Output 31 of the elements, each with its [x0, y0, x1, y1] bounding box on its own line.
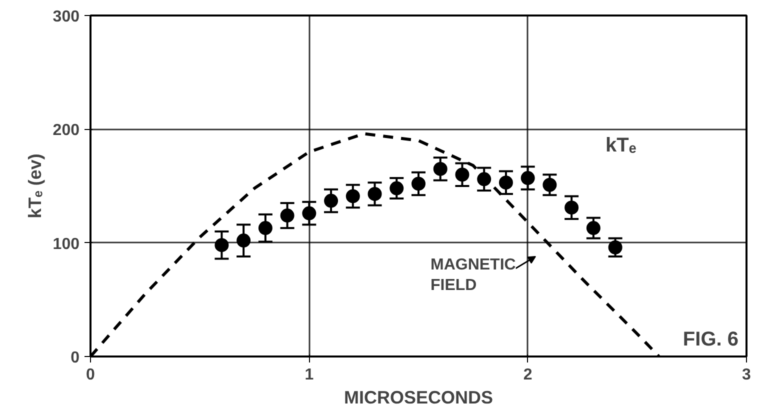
- point: [564, 200, 579, 215]
- annotation: FIG. 6: [682, 328, 739, 350]
- point: [302, 206, 316, 220]
- point: [280, 208, 294, 223]
- point: [258, 221, 272, 236]
- x-tick-label: 1: [304, 366, 314, 384]
- point: [412, 176, 426, 191]
- annotation: kTₑ: [606, 134, 637, 156]
- point: [346, 189, 360, 204]
- y-tick-label: 300: [52, 8, 80, 26]
- point: [368, 186, 382, 201]
- point: [455, 168, 470, 182]
- x-tick-label: 2: [523, 366, 532, 384]
- point: [390, 181, 404, 196]
- point: [214, 238, 229, 252]
- point: [236, 234, 251, 248]
- x-tick-label: 3: [742, 366, 752, 384]
- point: [608, 240, 622, 254]
- point: [433, 162, 448, 176]
- x-axis-title: MICROSECONDS: [344, 388, 494, 408]
- y-tick-label: 200: [52, 122, 80, 140]
- y-tick-label: 100: [52, 236, 80, 253]
- annotation: MAGNETIC FIELD: [430, 256, 516, 294]
- point: [498, 176, 513, 190]
- point: [586, 221, 600, 236]
- point: [542, 178, 557, 192]
- x-tick-label: 0: [86, 366, 96, 384]
- y-axis-title: kTₑ (ev): [24, 154, 45, 218]
- point: [324, 194, 338, 208]
- point: [520, 171, 535, 186]
- y-tick-label: 0: [70, 350, 80, 366]
